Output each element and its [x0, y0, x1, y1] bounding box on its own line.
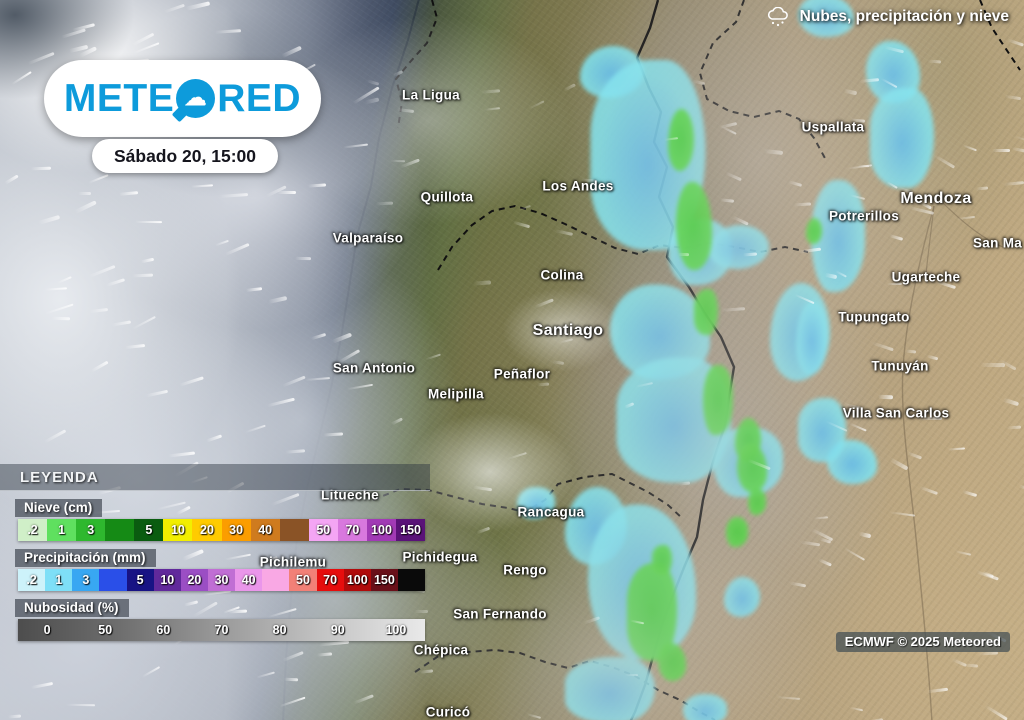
legend-gradient-label: 0	[43, 623, 51, 637]
legend-color-cell: 5	[126, 569, 154, 591]
legend-scale: Nubosidad (%) 0 50 60 70 80 90 100	[0, 599, 430, 641]
cloud-glyph: ☁	[184, 84, 207, 110]
heavy-precip-cell	[726, 517, 748, 547]
legend-scale-title: Precipitación (mm)	[15, 549, 156, 567]
heavy-precip-cell	[703, 365, 733, 435]
legend-color-cell: 100	[343, 569, 371, 591]
map-title-text: Nubes, precipitación y nieve	[799, 8, 1009, 25]
rain-cell	[724, 577, 760, 617]
legend-color-cell: 10	[163, 519, 193, 541]
legend-gradient-label: 50	[98, 623, 113, 637]
legend-scale-title: Nubosidad (%)	[15, 599, 129, 617]
legend-color-cell: 3	[72, 569, 100, 591]
legend-color-cell: 50	[289, 569, 317, 591]
heavy-precip-cell	[694, 289, 718, 335]
rain-cell	[683, 694, 727, 720]
legend-color-cell: 40	[235, 569, 263, 591]
legend-color-cell: 70	[337, 519, 367, 541]
heavy-precip-cell	[676, 182, 712, 270]
legend-color-cell: 20	[180, 569, 208, 591]
legend-gradient-label: 70	[214, 623, 229, 637]
rain-cell	[565, 657, 655, 720]
legend-scale-bar: .2 1 3 5 10 20 30 40 50 70 100 150	[18, 569, 426, 591]
meteored-cloud-icon: ☁	[176, 79, 216, 118]
legend-color-cell: 30	[221, 519, 251, 541]
legend-gradient-label: 100	[385, 623, 407, 637]
datetime-label: Sábado 20, 15:00	[113, 145, 257, 166]
legend-color-cell: 50	[308, 519, 338, 541]
legend-color-cell	[397, 569, 426, 591]
legend-color-cell	[279, 519, 309, 541]
legend-title: LEYENDA	[0, 464, 430, 491]
heavy-precip-cell	[748, 489, 766, 515]
legend-color-cell: .2	[18, 519, 48, 541]
legend-scales: Nieve (cm) .2 1 3 5 10 20 30 40 50 70 100 150 Precipi…	[0, 499, 430, 641]
legend-scale-title: Nieve (cm)	[15, 499, 103, 517]
rain-cell	[517, 487, 555, 519]
rain-cell	[870, 88, 934, 188]
legend-color-cell: 70	[316, 569, 344, 591]
meteored-logo-text: METE ☁ RED	[64, 77, 301, 121]
legend-color-cell: 100	[366, 519, 397, 541]
legend-gradient-label: 60	[156, 623, 171, 637]
legend-color-cell: 20	[192, 519, 222, 541]
rain-cell	[709, 225, 769, 269]
cloud-rain-icon	[767, 7, 788, 27]
legend-color-cell	[105, 519, 135, 541]
rain-cell	[796, 301, 828, 375]
legend-color-cell	[99, 569, 127, 591]
legend-gradient-label: 90	[330, 623, 345, 637]
legend-color-cell: 1	[47, 519, 77, 541]
legend-panel: LEYENDA Nieve (cm) .2 1 3 5 10 20 30 40 50 70 100 15…	[0, 464, 430, 641]
legend-color-cell: 40	[250, 519, 280, 541]
legend-color-cell: 3	[76, 519, 106, 541]
legend-gradient-label: 80	[272, 623, 287, 637]
legend-color-cell: .2	[18, 569, 46, 591]
legend-color-cell: 5	[134, 519, 164, 541]
logo-text-post: RED	[217, 76, 302, 120]
legend-scale-bar: .2 1 3 5 10 20 30 40 50 70 100 150	[18, 519, 426, 541]
legend-color-cell: 30	[207, 569, 236, 591]
meteored-logo: METE ☁ RED	[44, 60, 321, 137]
legend-scale: Precipitación (mm) .2 1 3 5 10 20 30 40 50 70 100 15…	[0, 549, 430, 591]
legend-color-cell: 10	[153, 569, 181, 591]
map-layer-title: Nubes, precipitación y nieve	[766, 7, 1009, 27]
heavy-precip-cell	[652, 545, 672, 575]
legend-color-cell: 150	[396, 519, 426, 541]
legend-color-cell: 150	[370, 569, 398, 591]
rain-cell	[798, 398, 846, 462]
legend-scale-bar: 0 50 60 70 80 90 100	[18, 619, 425, 641]
logo-text-pre: METE	[63, 76, 175, 120]
datetime-badge: Sábado 20, 15:00	[92, 139, 278, 173]
attribution-badge: ECMWF © 2025 Meteored	[835, 632, 1010, 652]
legend-color-cell	[262, 569, 290, 591]
legend-scale: Nieve (cm) .2 1 3 5 10 20 30 40 50 70 100 150	[0, 499, 430, 541]
heavy-precip-cell	[658, 643, 686, 681]
legend-color-cell: 1	[45, 569, 73, 591]
